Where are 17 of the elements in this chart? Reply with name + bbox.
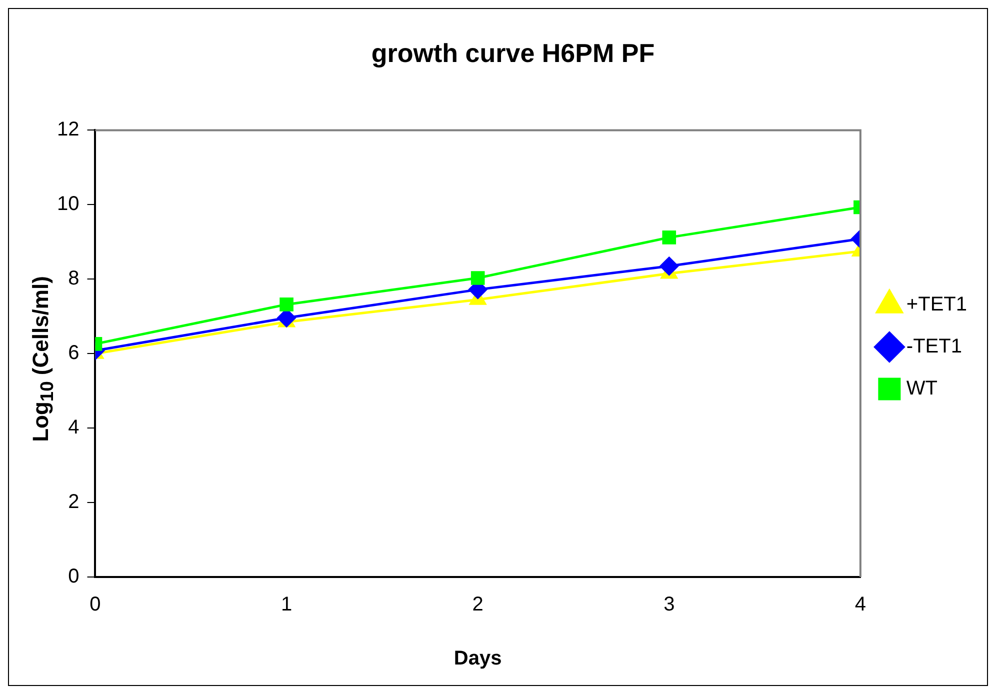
x-axis-title: Days <box>454 648 502 670</box>
x-tick-label: 1 <box>280 594 292 616</box>
y-tick-label: 6 <box>68 342 80 364</box>
y-tick-label: 2 <box>68 491 80 514</box>
x-tick-label: 4 <box>854 594 866 616</box>
y-tick-label: 8 <box>68 268 80 290</box>
legend-label: -TET1 <box>906 336 962 358</box>
x-tick-label: 3 <box>664 594 675 616</box>
y-tick-label: 4 <box>68 416 80 439</box>
y-tick-label: 0 <box>68 566 80 588</box>
legend-label: WT <box>906 378 938 400</box>
y-tick-label: 12 <box>56 118 80 141</box>
y-tick-label: 10 <box>56 193 80 216</box>
chart-title: growth curve H6PM PF <box>371 38 655 68</box>
x-tick-label: 2 <box>472 594 484 616</box>
x-tick-label: 0 <box>90 594 101 616</box>
legend-label: +TET1 <box>906 294 967 316</box>
